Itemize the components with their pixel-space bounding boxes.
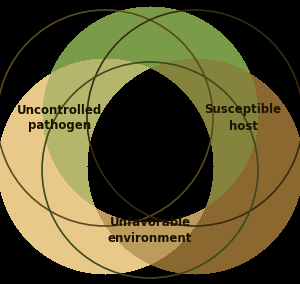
Text: Uncontrolled
pathogen: Uncontrolled pathogen	[17, 103, 103, 133]
Text: Susceptible
host: Susceptible host	[204, 103, 282, 133]
Text: Unfavorable
environment: Unfavorable environment	[108, 216, 192, 245]
